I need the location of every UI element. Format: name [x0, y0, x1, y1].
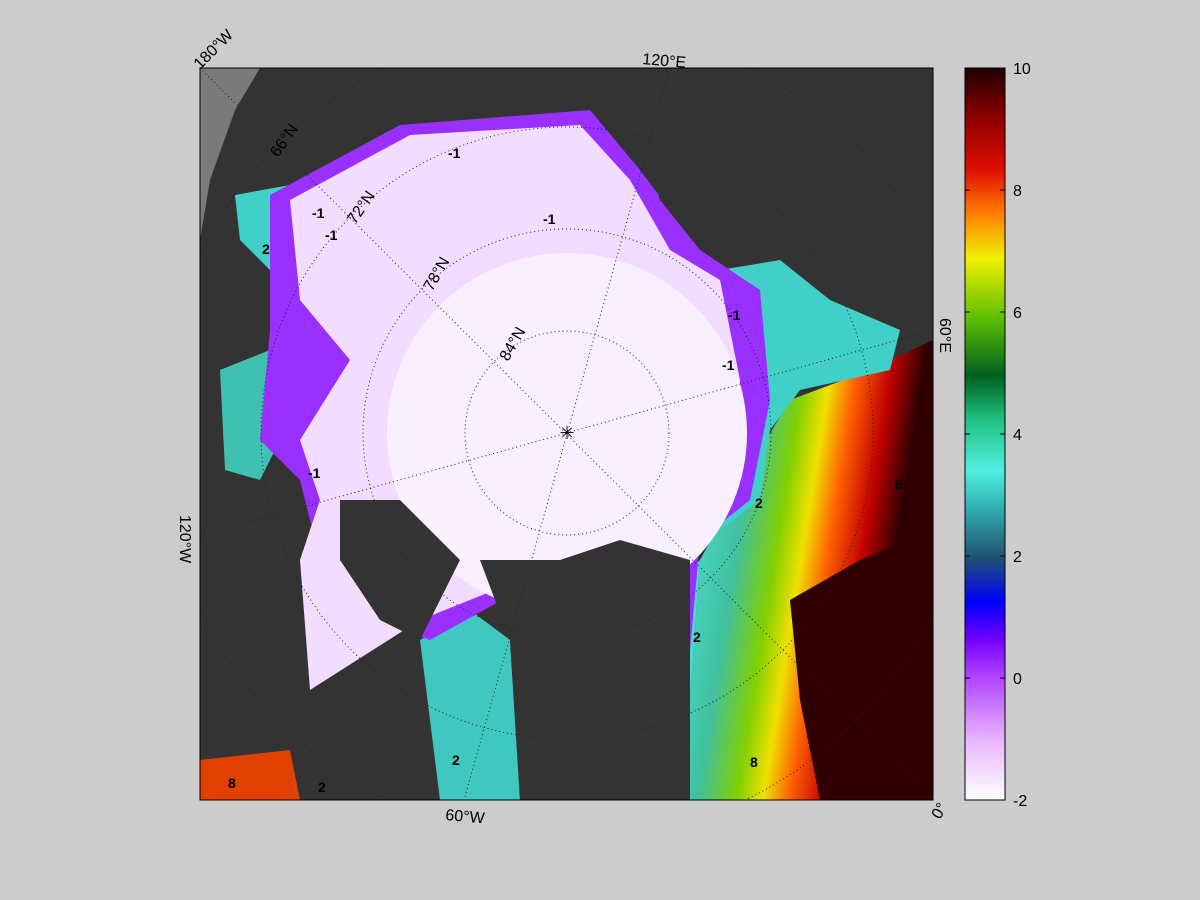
- parallel-84: [464, 330, 670, 536]
- contour-label: 2: [318, 779, 326, 795]
- meridian: [463, 68, 671, 800]
- lon-label: 120°W: [176, 515, 193, 564]
- map: ✳: [200, 68, 933, 800]
- contour-label: -1: [728, 307, 741, 323]
- colorbar: [964, 67, 1006, 801]
- contour-label: -1: [543, 211, 556, 227]
- contour-label: 2: [755, 495, 763, 511]
- map-frame: [199, 67, 934, 801]
- lon-label: 180°W: [191, 26, 238, 73]
- pole-marker: ✳: [559, 423, 574, 443]
- meridian: [200, 329, 933, 537]
- contour-label: -1: [312, 205, 325, 221]
- warm-water: [790, 530, 933, 800]
- parallel-72: [260, 126, 874, 740]
- colorbar-tick-label: 8: [1013, 183, 1022, 200]
- graticule: [200, 68, 933, 800]
- contour-label: 8: [750, 754, 758, 770]
- baffin-water: [420, 610, 520, 800]
- archipelago: [340, 500, 460, 640]
- colorbar-tick-label: -2: [1013, 793, 1027, 810]
- contour-label: 2: [693, 629, 701, 645]
- barents-water: [720, 260, 900, 530]
- contour-label: 8: [895, 476, 903, 492]
- greenland: [480, 540, 690, 800]
- parallel-78: [362, 228, 772, 638]
- siberia: [600, 68, 933, 300]
- contour-label: 8: [228, 775, 236, 791]
- colorbar-tick-label: 4: [1013, 427, 1022, 444]
- colorbar-tick-label: 6: [1013, 305, 1022, 322]
- hudson-water: [200, 750, 300, 800]
- lon-label: 60°E: [936, 318, 953, 353]
- lon-label: 120°E: [642, 51, 687, 72]
- contour-label: -1: [325, 227, 338, 243]
- lon-label: 0°: [929, 800, 951, 822]
- colorbar-tick-label: 2: [1013, 549, 1022, 566]
- contour-label: 2: [262, 241, 270, 257]
- colorbar-tick-label: 10: [1013, 61, 1031, 78]
- lon-label: 60°W: [445, 807, 487, 827]
- meridian: [200, 68, 933, 800]
- contour-label: -1: [448, 145, 461, 161]
- colorbar-tick-label: 0: [1013, 671, 1022, 688]
- contour-label: -1: [722, 357, 735, 373]
- contour-label: -1: [308, 465, 321, 481]
- land-mask: [200, 68, 260, 240]
- contour-label: 2: [452, 752, 460, 768]
